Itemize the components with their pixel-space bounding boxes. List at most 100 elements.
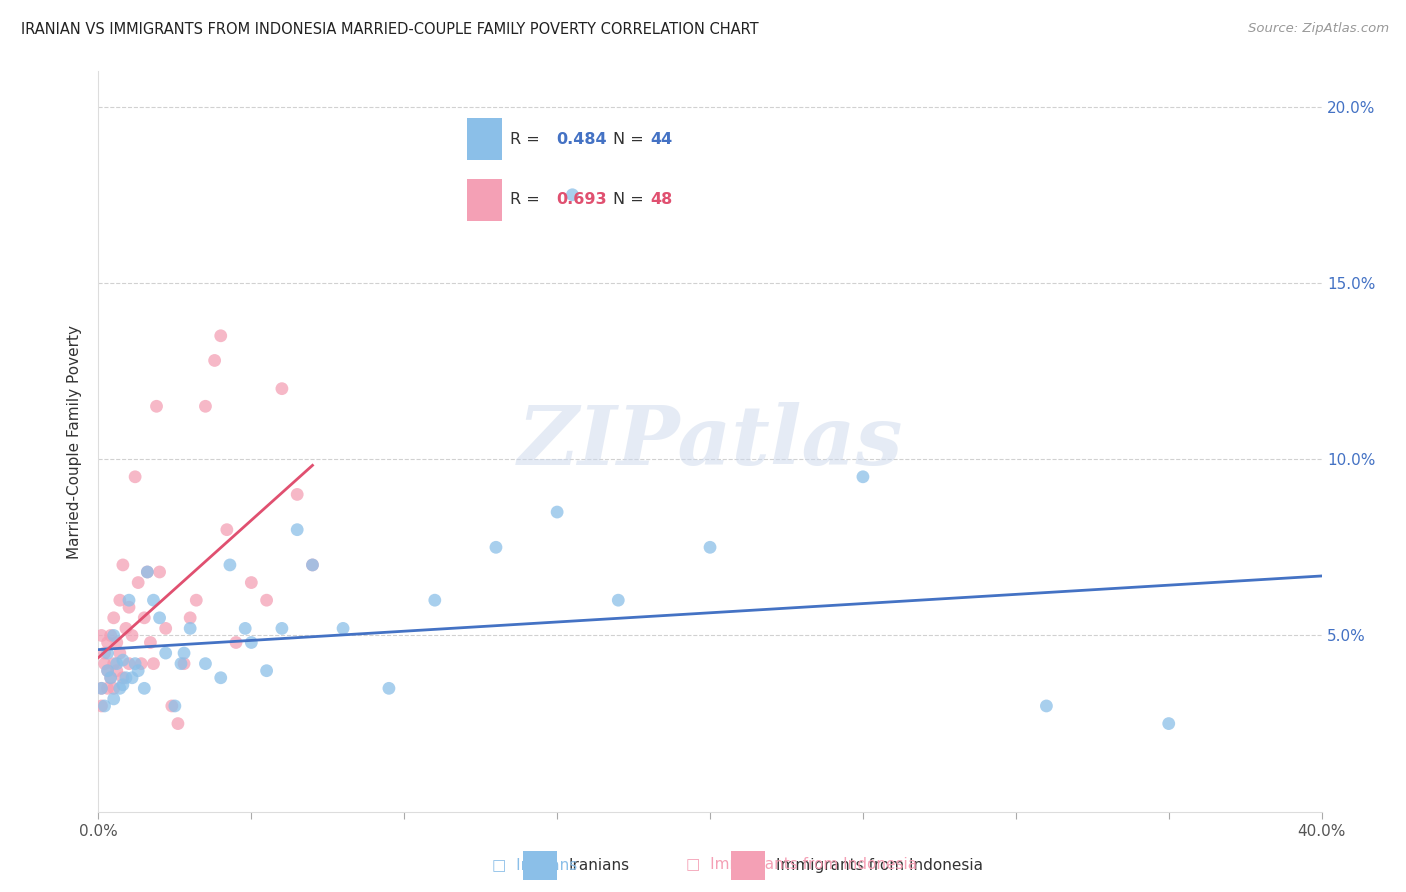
Point [93, 657, 115, 671]
Point [121, 671, 143, 685]
Point [179, 611, 201, 625]
Point [118, 657, 141, 671]
Point [155, 646, 177, 660]
Point [134, 611, 156, 625]
Point [1035, 698, 1057, 713]
Text: □  Iranians: □ Iranians [492, 857, 576, 872]
Point [186, 593, 208, 607]
Point [332, 621, 354, 635]
Point [118, 600, 141, 615]
Point [100, 628, 122, 642]
Text: □  Immigrants from Indonesia: □ Immigrants from Indonesia [686, 857, 917, 872]
Point [100, 671, 122, 685]
Point [97, 635, 120, 649]
Point [139, 635, 162, 649]
Point [219, 558, 242, 572]
Point [163, 698, 186, 713]
Text: IRANIAN VS IMMIGRANTS FROM INDONESIA MARRIED-COUPLE FAMILY POVERTY CORRELATION C: IRANIAN VS IMMIGRANTS FROM INDONESIA MAR… [21, 22, 759, 37]
Point [561, 187, 583, 202]
Point [111, 671, 134, 685]
Point [90, 628, 112, 642]
Point [127, 575, 149, 590]
Point [93, 698, 115, 713]
Point [111, 653, 134, 667]
Point [270, 382, 292, 396]
Point [204, 353, 226, 368]
Point [173, 657, 195, 671]
Point [167, 716, 190, 731]
Point [108, 593, 131, 607]
Point [160, 698, 183, 713]
Point [108, 646, 131, 660]
Point [103, 692, 125, 706]
Point [134, 681, 156, 696]
Point [90, 698, 112, 713]
Point [100, 671, 122, 685]
Point [115, 671, 138, 685]
Point [149, 611, 172, 625]
Point [103, 657, 125, 671]
Point [105, 664, 128, 678]
Point [240, 635, 263, 649]
Point [145, 399, 167, 413]
Point [285, 523, 308, 537]
FancyBboxPatch shape [523, 851, 557, 880]
Point [699, 541, 721, 555]
Point [209, 671, 232, 685]
Point [215, 523, 238, 537]
Point [194, 399, 217, 413]
Point [136, 565, 159, 579]
Point [111, 678, 134, 692]
Point [256, 664, 278, 678]
Point [129, 657, 152, 671]
Point [90, 681, 112, 696]
Point [97, 664, 120, 678]
Point [115, 621, 138, 635]
Point [118, 593, 141, 607]
Point [105, 657, 128, 671]
Point [124, 470, 146, 484]
Point [149, 565, 172, 579]
Point [546, 505, 568, 519]
Point [423, 593, 446, 607]
Point [301, 558, 323, 572]
Text: Iranians: Iranians [568, 858, 628, 872]
Point [90, 681, 112, 696]
Point [170, 657, 193, 671]
Point [1157, 716, 1180, 731]
Point [179, 621, 201, 635]
Point [485, 541, 508, 555]
Point [136, 565, 159, 579]
Point [256, 593, 278, 607]
Point [209, 328, 232, 343]
Text: Source: ZipAtlas.com: Source: ZipAtlas.com [1249, 22, 1389, 36]
Point [378, 681, 401, 696]
Point [108, 681, 131, 696]
Point [301, 558, 323, 572]
Text: Immigrants from Indonesia: Immigrants from Indonesia [776, 858, 983, 872]
Point [155, 621, 177, 635]
Y-axis label: Married-Couple Family Poverty: Married-Couple Family Poverty [67, 325, 83, 558]
FancyBboxPatch shape [731, 851, 765, 880]
Point [285, 487, 308, 501]
Point [103, 611, 125, 625]
Point [270, 621, 292, 635]
Point [142, 657, 165, 671]
Point [103, 628, 125, 642]
Point [194, 657, 217, 671]
Point [225, 635, 247, 649]
Point [173, 646, 195, 660]
Point [111, 558, 134, 572]
Point [607, 593, 630, 607]
Point [93, 646, 115, 660]
Point [127, 664, 149, 678]
Point [103, 681, 125, 696]
Point [233, 621, 256, 635]
Point [240, 575, 263, 590]
Point [97, 681, 120, 696]
Point [105, 635, 128, 649]
Point [97, 646, 120, 660]
Text: ZIPatlas: ZIPatlas [517, 401, 903, 482]
Point [97, 664, 120, 678]
Point [142, 593, 165, 607]
